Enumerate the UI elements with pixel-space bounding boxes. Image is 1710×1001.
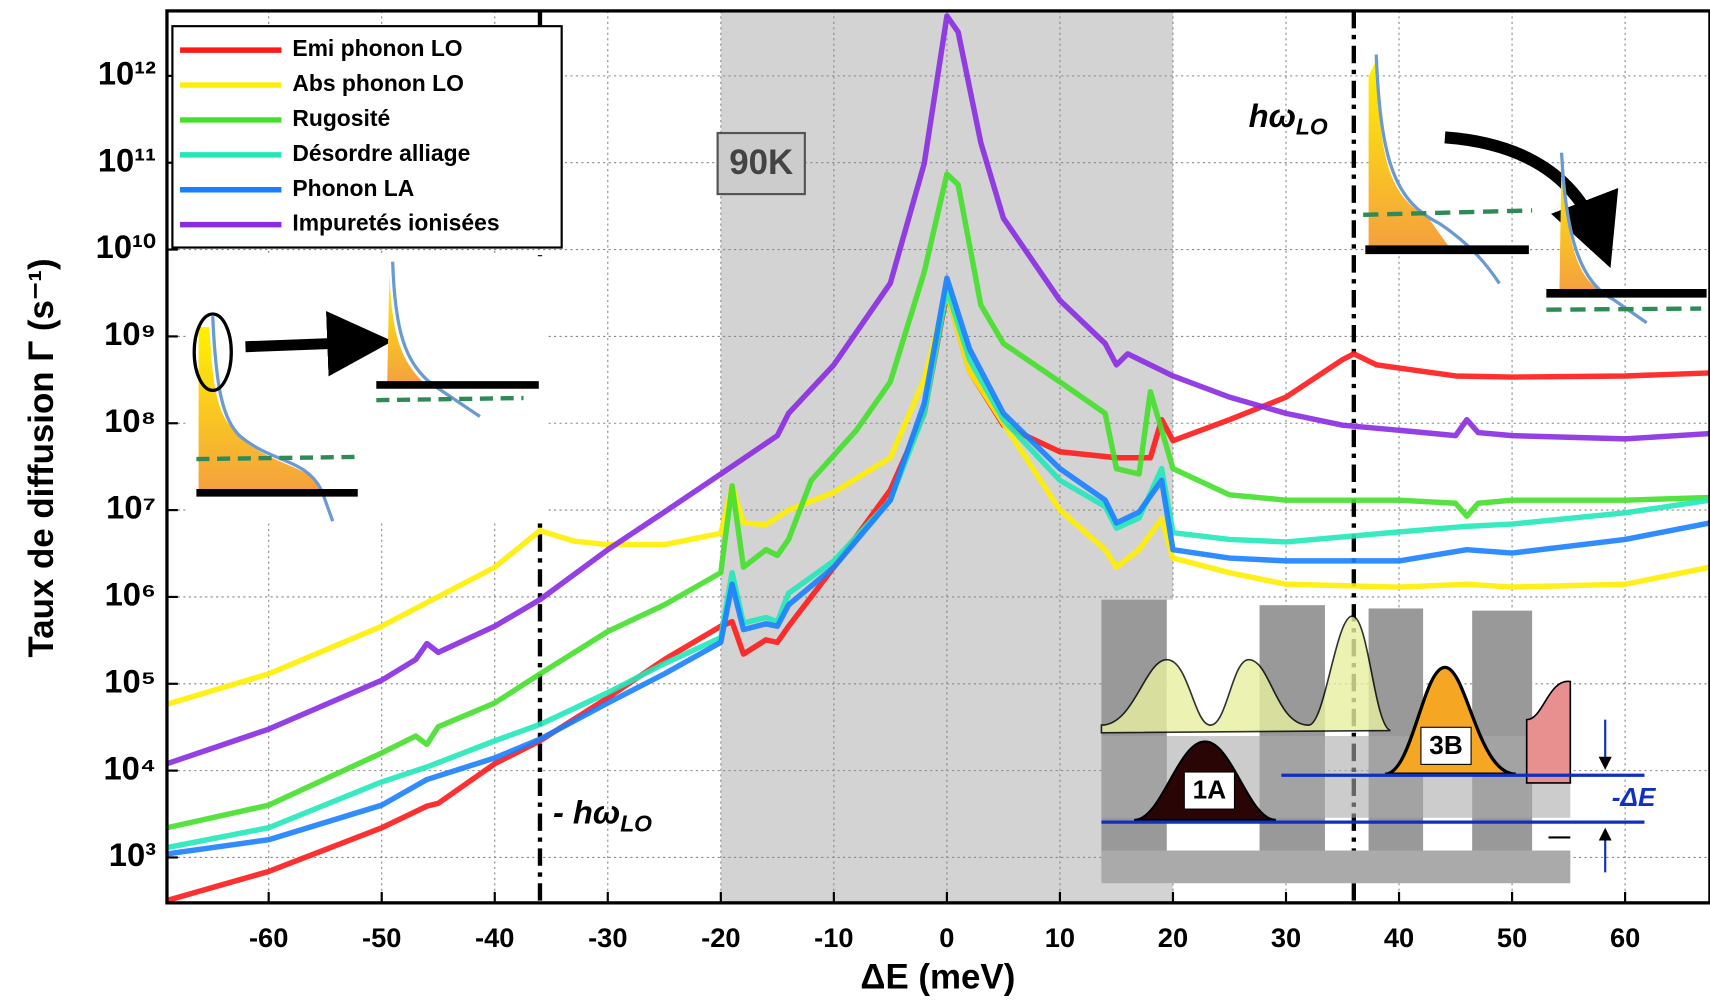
inset-left	[185, 256, 546, 524]
legend-label: Emi phonon LO	[292, 35, 462, 61]
series-line	[166, 171, 1710, 831]
x-tick-label: -60	[249, 922, 288, 953]
legend-label: Abs phonon LO	[292, 70, 464, 96]
x-tick-label: 0	[939, 922, 954, 953]
x-tick-label: -40	[475, 922, 514, 953]
annotation: - hωLO	[553, 793, 652, 836]
state-label: 3B	[1429, 730, 1462, 760]
x-tick-label: 20	[1158, 922, 1188, 953]
x-tick-label: -10	[814, 922, 853, 953]
y-tick-label: 10¹²	[98, 55, 156, 92]
x-tick-label: 10	[1045, 922, 1075, 953]
legend-label: Désordre alliage	[292, 140, 470, 166]
inset-right	[1363, 54, 1707, 325]
legend-label: Phonon LA	[292, 175, 414, 201]
x-tick-label: -50	[362, 922, 401, 953]
x-tick-label: -20	[701, 922, 740, 953]
annotation-sub: LO	[1296, 114, 1328, 140]
series-line	[166, 286, 1710, 851]
x-tick-label: 30	[1271, 922, 1301, 953]
series-line	[166, 275, 1710, 857]
y-tick-label: 10⁹	[104, 315, 156, 352]
y-tick-label: 10⁵	[104, 662, 156, 699]
x-tick-label: 40	[1384, 922, 1414, 953]
y-tick-label: 10⁶	[105, 576, 156, 613]
temperature-label: 90K	[729, 143, 793, 182]
annotation-text: - hω	[553, 793, 620, 830]
x-tick-label: -30	[588, 922, 627, 953]
delta-label: -ΔE	[1612, 782, 1657, 812]
x-tick-label: 60	[1610, 922, 1640, 953]
y-tick-label: 10⁷	[106, 489, 156, 526]
annotation-sub: LO	[620, 810, 652, 836]
x-tick-label: 50	[1497, 922, 1527, 953]
label-box	[716, 131, 806, 196]
state-label: 1A	[1193, 775, 1227, 805]
x-axis-label: ΔE (meV)	[860, 957, 1015, 996]
y-tick-label: 10¹¹	[98, 141, 156, 178]
y-axis-label: Taux de diffusion Γ (s⁻¹)	[22, 258, 61, 657]
y-tick-label: 10⁸	[104, 402, 156, 439]
series-line	[166, 13, 1710, 767]
annotation-text: hω	[1249, 96, 1296, 133]
legend-label: Rugosité	[292, 105, 390, 131]
y-tick-label: 10⁴	[103, 749, 156, 786]
inset-bottom: 1A 3B -ΔE	[1100, 599, 1657, 884]
y-tick-label: 10³	[109, 836, 156, 873]
y-tick-label: 10¹⁰	[96, 228, 156, 265]
legend: Emi phonon LO Abs phonon LO Rugosité Désord…	[171, 25, 563, 249]
annotation: hωLO	[1249, 96, 1328, 139]
legend-label: Impuretés ionisées	[292, 210, 499, 236]
